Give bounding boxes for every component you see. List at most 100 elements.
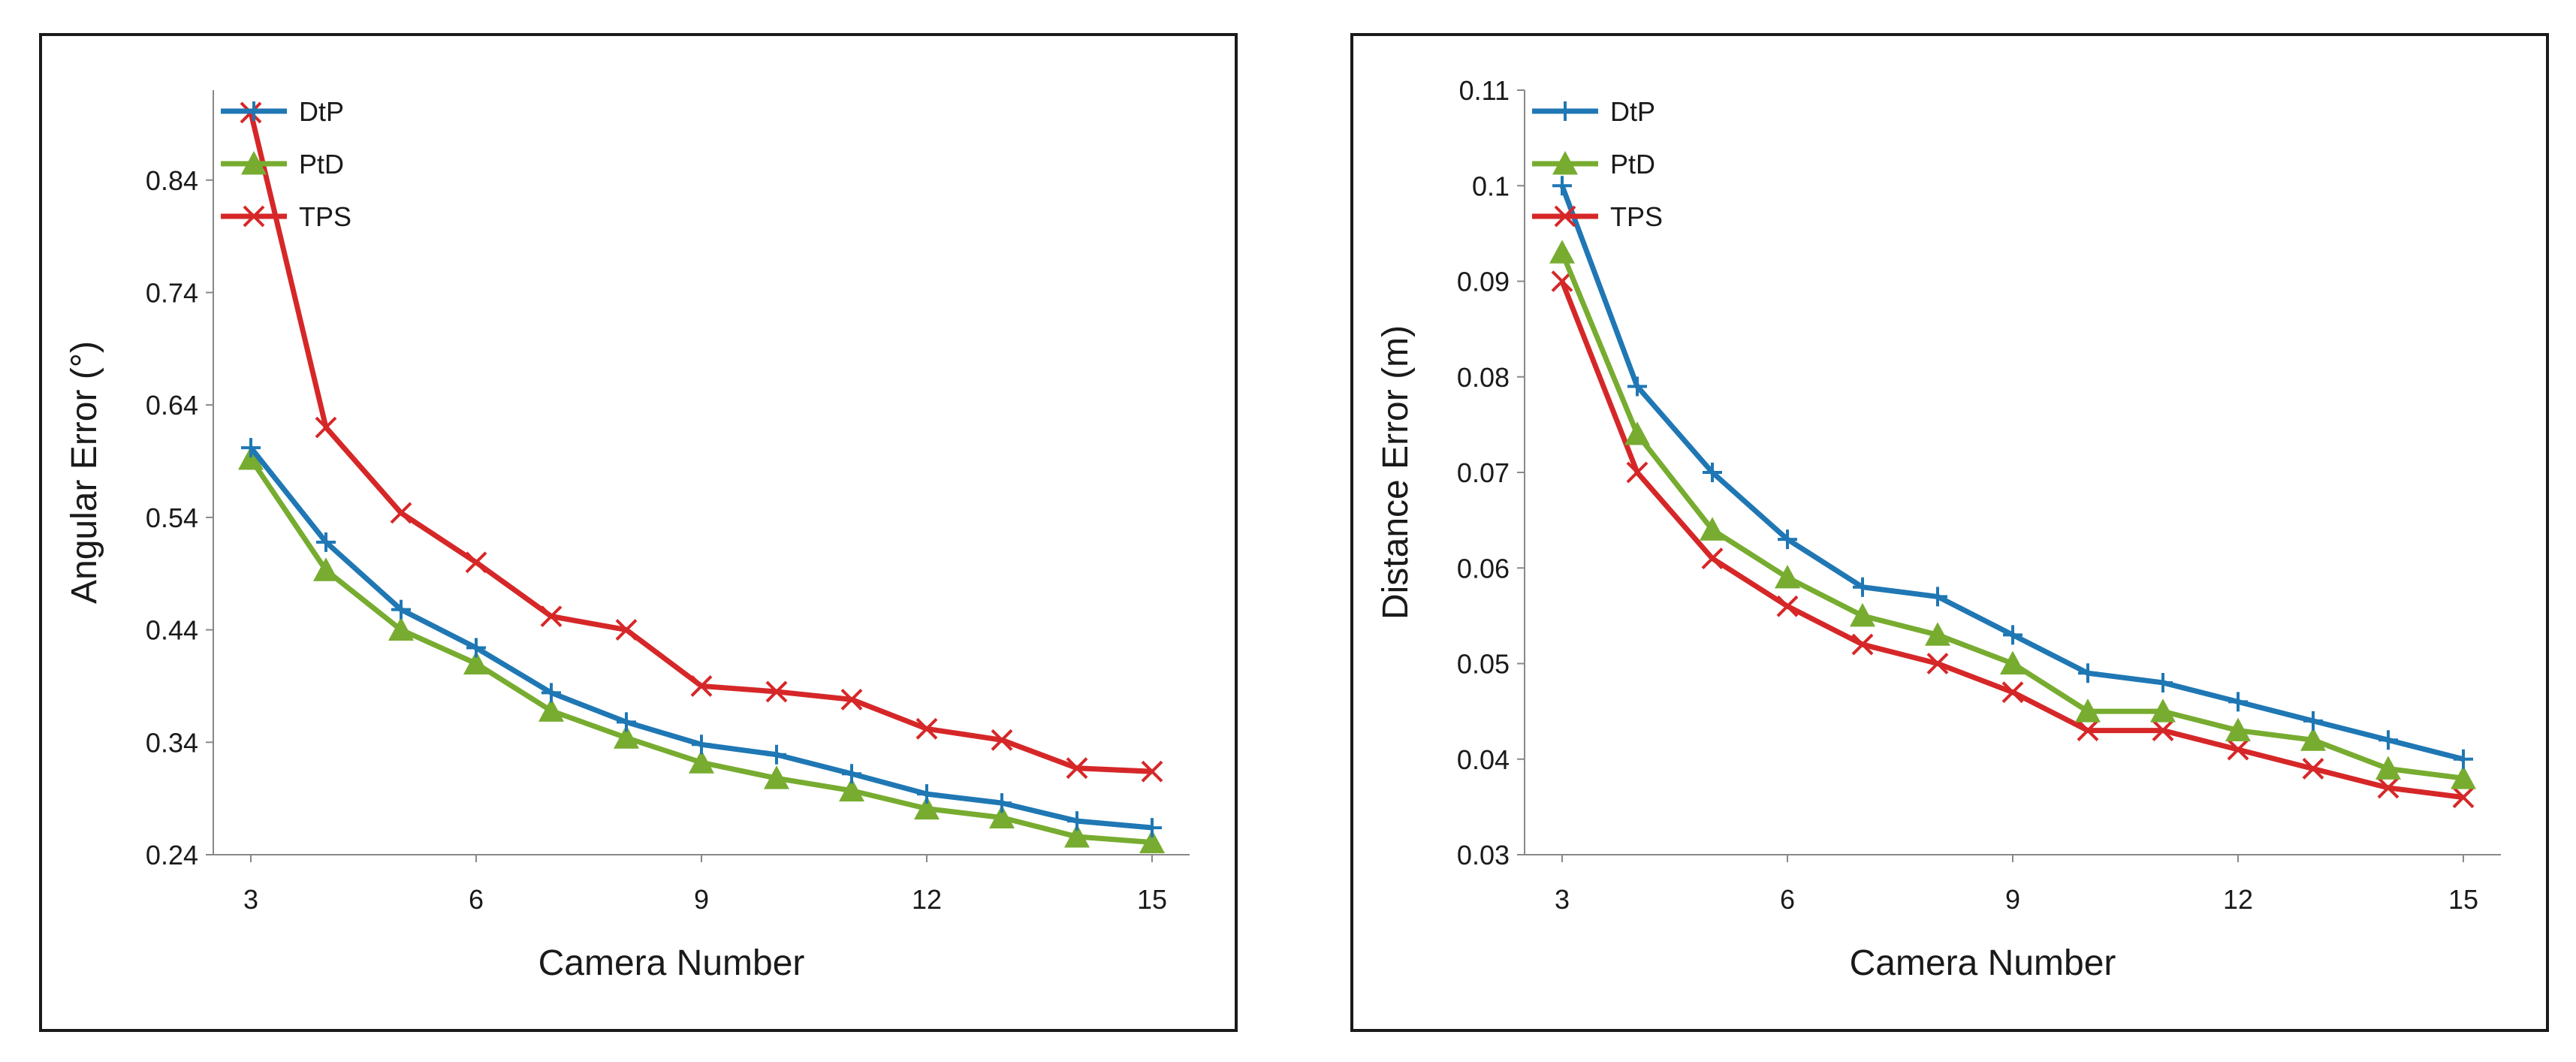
series-line-ptd — [249, 457, 1153, 846]
series-line-tps — [1559, 280, 2464, 801]
data-point-dtp — [617, 712, 636, 732]
y-tick-label: 0.06 — [1457, 553, 1510, 584]
data-point-dtp — [1928, 587, 1947, 607]
y-axis-label: Distance Error (m) — [1376, 325, 1416, 620]
y-tick-label: 0.84 — [146, 165, 198, 196]
data-point-ptd — [238, 446, 264, 470]
legend-label-dtp: DtP — [1610, 96, 1655, 127]
x-tick-label: 6 — [1780, 884, 1795, 915]
data-point-tps — [991, 729, 1013, 751]
y-tick-label: 0.64 — [146, 390, 198, 421]
legend-marker-ptd — [1552, 151, 1578, 175]
data-point-ptd — [764, 765, 789, 789]
data-point-ptd — [2225, 717, 2251, 742]
data-point-tps — [540, 605, 563, 628]
data-point-tps — [465, 551, 487, 574]
legend: DtP PtD TPS — [1532, 96, 1663, 232]
data-point-tps — [2077, 720, 2099, 741]
data-point-tps — [2001, 681, 2024, 704]
y-tick-label: 0.04 — [1457, 744, 1510, 775]
data-point-tps — [1851, 633, 1874, 656]
x-tick-label: 9 — [2005, 884, 2020, 915]
data-point-dtp — [2378, 730, 2398, 750]
data-point-ptd — [914, 795, 940, 820]
data-point-tps — [1701, 548, 1724, 569]
y-tick-label: 0.08 — [1457, 362, 1510, 393]
legend-label-tps: TPS — [299, 201, 351, 232]
series-tps — [240, 101, 1163, 783]
data-point-dtp — [917, 784, 937, 804]
data-point-dtp — [541, 683, 561, 703]
series-ptd — [238, 446, 1165, 853]
x-tick-label: 3 — [1555, 884, 1570, 915]
data-point-ptd — [839, 777, 864, 802]
data-point-tps — [315, 416, 337, 439]
data-point-tps — [1066, 757, 1088, 780]
data-point-dtp — [767, 744, 786, 765]
data-point-dtp — [1627, 376, 1647, 397]
data-point-ptd — [2000, 650, 2026, 674]
legend-marker-tps — [1554, 205, 1576, 228]
x-tick-label: 3 — [243, 884, 258, 915]
x-tick-label: 6 — [469, 884, 484, 915]
legend: DtP PtD TPS — [221, 96, 351, 232]
y-tick-label: 0.05 — [1457, 649, 1510, 680]
series-line-tps — [248, 112, 1153, 774]
data-point-ptd — [1139, 829, 1165, 853]
data-point-dtp — [2303, 711, 2323, 731]
data-point-tps — [1141, 760, 1163, 783]
x-axis-label: Camera Number — [538, 943, 805, 983]
data-point-dtp — [2078, 663, 2098, 683]
data-point-ptd — [1925, 622, 1950, 646]
data-point-ptd — [989, 804, 1015, 829]
data-point-dtp — [466, 638, 486, 658]
data-point-ptd — [2150, 698, 2176, 723]
data-point-ptd — [2451, 765, 2476, 789]
data-point-dtp — [241, 438, 261, 458]
data-point-ptd — [689, 750, 714, 774]
distance-error-chart: 0.03 0.04 0.05 0.06 0.07 0.08 0.09 0.1 0.11 3 6 9 12… — [1350, 33, 2549, 1032]
data-point-tps — [2227, 738, 2249, 761]
legend-label-ptd: PtD — [1610, 149, 1655, 180]
y-tick-label: 0.09 — [1457, 267, 1510, 297]
data-point-dtp — [1778, 529, 1797, 550]
x-tick-label: 9 — [694, 884, 709, 915]
data-point-dtp — [1067, 811, 1087, 831]
data-point-dtp — [2153, 672, 2173, 692]
legend-label-tps: TPS — [1610, 201, 1663, 232]
data-point-ptd — [614, 725, 639, 749]
data-point-ptd — [1850, 602, 1875, 627]
data-point-tps — [840, 688, 863, 711]
y-tick-label: 0.11 — [1459, 75, 1510, 106]
y-tick-label: 0.07 — [1457, 457, 1510, 488]
series-ptd — [1549, 240, 2476, 789]
series-line-ptd — [1559, 251, 2464, 781]
y-tick-label: 0.74 — [146, 277, 198, 308]
y-tick-label: 0.34 — [146, 727, 198, 758]
data-point-dtp — [1703, 463, 1722, 482]
data-point-ptd — [1624, 421, 1650, 445]
x-tick-label: 15 — [1137, 884, 1167, 915]
data-point-dtp — [692, 735, 711, 755]
data-point-dtp — [1142, 818, 1162, 838]
distance-error-plot: 0.03 0.04 0.05 0.06 0.07 0.08 0.09 0.1 0.11 3 6 9 12… — [1376, 75, 2501, 983]
x-tick-label: 12 — [912, 884, 942, 915]
data-point-dtp — [1552, 176, 1572, 196]
data-point-dtp — [1853, 577, 1872, 597]
data-point-ptd — [1549, 240, 1575, 264]
y-tick-label: 0.24 — [146, 840, 198, 870]
data-point-tps — [615, 619, 638, 641]
data-point-tps — [915, 717, 938, 740]
data-point-ptd — [1700, 517, 1725, 541]
x-tick-label: 12 — [2223, 884, 2253, 915]
data-point-dtp — [992, 793, 1012, 813]
legend-marker-tps — [243, 205, 265, 228]
data-point-dtp — [2003, 625, 2022, 645]
series-tps — [1551, 270, 2475, 809]
data-point-tps — [690, 675, 713, 697]
data-point-tps — [2377, 777, 2400, 799]
data-point-tps — [1926, 653, 1949, 674]
data-point-dtp — [842, 764, 861, 784]
legend-label-dtp: DtP — [299, 96, 344, 127]
data-point-dtp — [2454, 749, 2473, 769]
